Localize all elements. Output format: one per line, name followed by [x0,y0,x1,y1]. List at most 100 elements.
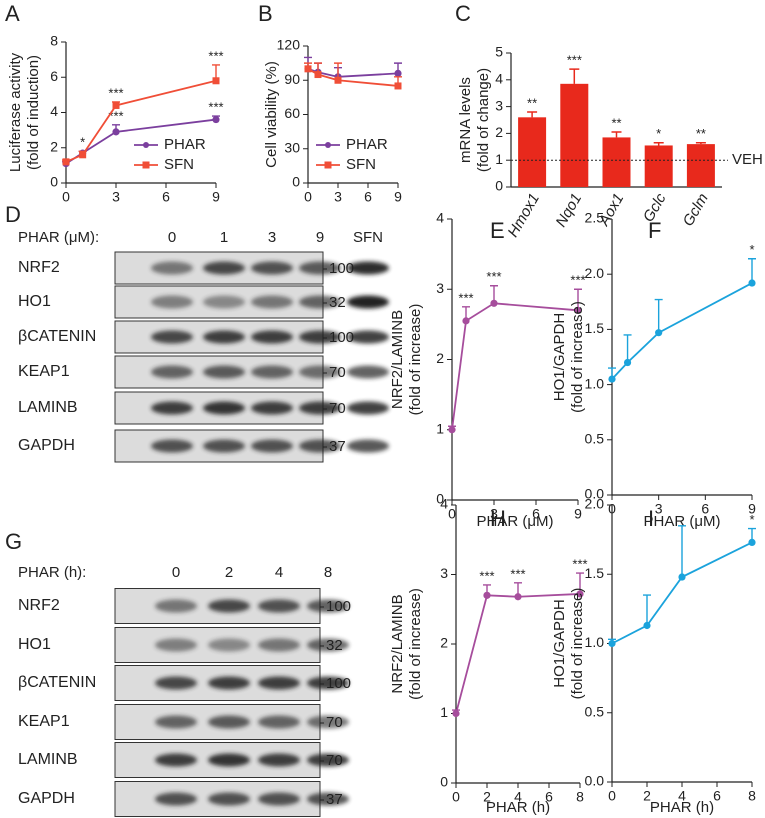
marker [62,158,70,166]
significance: *** [208,99,223,114]
significance: *** [208,48,223,63]
blot-band [347,401,389,415]
error-bar [623,334,632,363]
panel-letter: B [258,1,273,26]
y-tick-label: 90 [284,71,300,87]
panel-letter: H [490,506,506,531]
x-tick-label: 3 [112,189,120,205]
blot-band [208,638,250,652]
marker [212,77,220,85]
error-bar [527,111,538,118]
marker [643,621,651,630]
blot-band [208,715,250,729]
marker [112,101,120,109]
blot-band [258,715,300,729]
significance: * [749,512,754,527]
blot-band [258,753,300,767]
blot-band [155,753,197,767]
y-tick-label: 2 [495,124,503,140]
marker [608,639,616,648]
legend-marker [324,161,332,169]
y-tick-label: 120 [277,37,301,53]
marker [748,279,756,287]
blot-band [155,676,197,690]
marker [483,591,491,599]
blot-band [151,261,193,275]
y-axis-label: HO1/GAPDH [551,599,568,687]
y-tick-label: 0 [495,178,503,194]
error-bar [654,298,663,333]
marker [462,317,470,325]
blot-band [299,365,341,379]
protein-label: NRF2 [18,259,60,276]
blot-band [347,295,389,309]
size-label: 70 [326,752,343,769]
y-tick-label: 1.5 [585,565,605,581]
protein-label: HO1 [18,293,51,310]
blot-band [203,439,245,453]
significance: *** [570,273,585,288]
x-tick-label: 8 [576,789,584,805]
y-tick-label: 0 [436,491,444,507]
marker [79,151,87,159]
blot-band [251,295,293,309]
blot-band [347,261,389,275]
series-line [455,593,581,714]
series-line [451,302,579,430]
significance: * [656,126,661,141]
marker [678,573,686,581]
y-tick-label: 0.0 [585,773,605,789]
blot-band [151,295,193,309]
size-label: 70 [326,714,343,731]
y-tick-label: 2 [436,350,444,366]
lane-label: SFN [353,229,383,246]
marker [514,593,522,601]
blot-band [155,599,197,613]
bar [644,145,673,187]
x-tick-label: 6 [162,189,170,205]
x-tick-label: Gclm [680,190,712,229]
y-axis-label: NRF2/LAMINB [389,594,406,693]
blot-band [203,401,245,415]
x-axis-label: PHAR (h) [486,799,550,816]
marker [112,128,120,136]
significance: *** [479,568,494,583]
protein-label: LAMINB [18,399,78,416]
protein-label: KEAP1 [18,713,70,730]
marker [394,82,402,90]
error-bar [653,142,664,146]
x-axis-label: PHAR (μM) [477,513,554,530]
marker [576,590,584,598]
x-tick-label: 9 [394,189,402,205]
y-tick-label: 1 [440,704,448,720]
legend-marker [143,142,149,148]
blot-band [203,365,245,379]
significance: *** [510,566,525,581]
legend-label: SFN [346,156,376,173]
size-label: 70 [329,400,346,417]
significance: *** [108,85,123,100]
y-tick-label: 2 [50,138,58,154]
x-tick-label: Nqo1 [553,190,586,230]
x-tick-label: Hmox1 [505,190,543,240]
x-tick-label: 6 [713,788,721,804]
y-axis-label: (fold of increase) [569,588,586,700]
x-tick-label: 6 [545,789,553,805]
x-tick-label: 2 [483,789,491,805]
significance: * [80,135,85,150]
lane-label: 9 [316,229,324,246]
y-tick-label: 0 [440,774,448,790]
y-axis-label: mRNA levels [457,77,474,163]
blot-band [151,365,193,379]
marker [314,71,322,79]
x-tick-label: 6 [701,501,709,517]
significance: *** [108,108,123,123]
significance: ** [611,115,621,130]
series-line [611,541,753,645]
x-tick-label: 9 [212,189,220,205]
marker [334,76,342,84]
error-bar [695,142,706,145]
bar [602,137,631,187]
marker [574,306,582,314]
